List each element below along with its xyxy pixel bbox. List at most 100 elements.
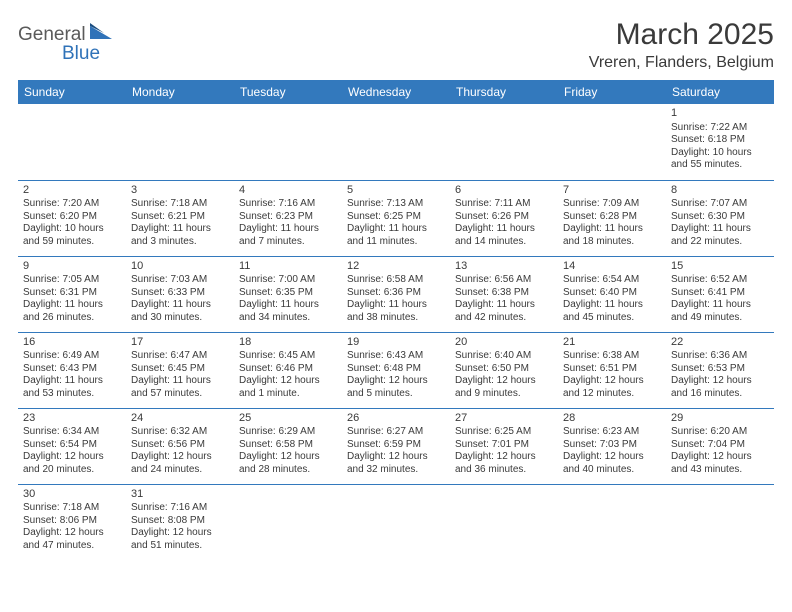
sunset-text: Sunset: 6:25 PM [347,211,445,224]
calendar-cell: 30Sunrise: 7:18 AMSunset: 8:06 PMDayligh… [18,484,126,560]
sunrise-text: Sunrise: 6:47 AM [131,350,229,363]
sunrise-text: Sunrise: 7:09 AM [563,198,661,211]
calendar-cell: 24Sunrise: 6:32 AMSunset: 6:56 PMDayligh… [126,408,234,484]
day-number: 21 [563,336,661,350]
sunrise-text: Sunrise: 7:16 AM [131,502,229,515]
daylight-text: Daylight: 12 hours and 40 minutes. [563,451,661,476]
calendar-cell: 6Sunrise: 7:11 AMSunset: 6:26 PMDaylight… [450,180,558,256]
weekday-tuesday: Tuesday [234,80,342,104]
sunset-text: Sunset: 6:21 PM [131,211,229,224]
daylight-text: Daylight: 12 hours and 43 minutes. [671,451,769,476]
daylight-text: Daylight: 12 hours and 16 minutes. [671,375,769,400]
daylight-text: Daylight: 11 hours and 34 minutes. [239,299,337,324]
day-number: 13 [455,260,553,274]
day-number: 19 [347,336,445,350]
calendar-cell: 22Sunrise: 6:36 AMSunset: 6:53 PMDayligh… [666,332,774,408]
calendar-cell: 26Sunrise: 6:27 AMSunset: 6:59 PMDayligh… [342,408,450,484]
calendar-cell: 5Sunrise: 7:13 AMSunset: 6:25 PMDaylight… [342,180,450,256]
sunrise-text: Sunrise: 6:54 AM [563,274,661,287]
calendar-cell: 20Sunrise: 6:40 AMSunset: 6:50 PMDayligh… [450,332,558,408]
calendar-cell: 16Sunrise: 6:49 AMSunset: 6:43 PMDayligh… [18,332,126,408]
calendar-row: 2Sunrise: 7:20 AMSunset: 6:20 PMDaylight… [18,180,774,256]
calendar-cell: 21Sunrise: 6:38 AMSunset: 6:51 PMDayligh… [558,332,666,408]
sunrise-text: Sunrise: 6:36 AM [671,350,769,363]
day-number: 31 [131,488,229,502]
daylight-text: Daylight: 11 hours and 18 minutes. [563,223,661,248]
day-number: 28 [563,412,661,426]
sunset-text: Sunset: 7:01 PM [455,439,553,452]
calendar-cell [18,104,126,180]
daylight-text: Daylight: 12 hours and 9 minutes. [455,375,553,400]
calendar-cell [126,104,234,180]
sunrise-text: Sunrise: 6:52 AM [671,274,769,287]
daylight-text: Daylight: 11 hours and 30 minutes. [131,299,229,324]
sunrise-text: Sunrise: 7:18 AM [131,198,229,211]
day-number: 30 [23,488,121,502]
sunrise-text: Sunrise: 6:29 AM [239,426,337,439]
weekday-wednesday: Wednesday [342,80,450,104]
sunrise-text: Sunrise: 6:20 AM [671,426,769,439]
weekday-monday: Monday [126,80,234,104]
calendar-row: 1Sunrise: 7:22 AMSunset: 6:18 PMDaylight… [18,104,774,180]
day-number: 16 [23,336,121,350]
calendar-cell: 18Sunrise: 6:45 AMSunset: 6:46 PMDayligh… [234,332,342,408]
weekday-header-row: Sunday Monday Tuesday Wednesday Thursday… [18,80,774,104]
daylight-text: Daylight: 12 hours and 28 minutes. [239,451,337,476]
calendar-cell: 25Sunrise: 6:29 AMSunset: 6:58 PMDayligh… [234,408,342,484]
day-number: 26 [347,412,445,426]
sunrise-text: Sunrise: 6:32 AM [131,426,229,439]
calendar-row: 9Sunrise: 7:05 AMSunset: 6:31 PMDaylight… [18,256,774,332]
day-number: 17 [131,336,229,350]
calendar-cell: 3Sunrise: 7:18 AMSunset: 6:21 PMDaylight… [126,180,234,256]
calendar-cell [234,484,342,560]
calendar-cell: 13Sunrise: 6:56 AMSunset: 6:38 PMDayligh… [450,256,558,332]
day-number: 7 [563,184,661,198]
daylight-text: Daylight: 12 hours and 32 minutes. [347,451,445,476]
sunrise-text: Sunrise: 6:34 AM [23,426,121,439]
calendar-cell: 23Sunrise: 6:34 AMSunset: 6:54 PMDayligh… [18,408,126,484]
sunrise-text: Sunrise: 7:00 AM [239,274,337,287]
sunrise-text: Sunrise: 7:20 AM [23,198,121,211]
calendar-cell [342,104,450,180]
day-number: 29 [671,412,769,426]
daylight-text: Daylight: 11 hours and 42 minutes. [455,299,553,324]
title-block: March 2025 Vreren, Flanders, Belgium [589,18,774,72]
calendar-cell: 17Sunrise: 6:47 AMSunset: 6:45 PMDayligh… [126,332,234,408]
daylight-text: Daylight: 12 hours and 1 minute. [239,375,337,400]
calendar-cell: 9Sunrise: 7:05 AMSunset: 6:31 PMDaylight… [18,256,126,332]
sunrise-text: Sunrise: 6:27 AM [347,426,445,439]
calendar-cell [558,484,666,560]
calendar-cell: 1Sunrise: 7:22 AMSunset: 6:18 PMDaylight… [666,104,774,180]
header: General March 2025 Vreren, Flanders, Bel… [18,18,774,72]
sunset-text: Sunset: 6:31 PM [23,287,121,300]
day-number: 15 [671,260,769,274]
weekday-saturday: Saturday [666,80,774,104]
calendar-cell [450,484,558,560]
day-number: 20 [455,336,553,350]
sunset-text: Sunset: 6:33 PM [131,287,229,300]
sunrise-text: Sunrise: 7:03 AM [131,274,229,287]
sunset-text: Sunset: 6:36 PM [347,287,445,300]
sunset-text: Sunset: 6:30 PM [671,211,769,224]
sunset-text: Sunset: 6:50 PM [455,363,553,376]
logo-blue-text-wrap: Blue [18,43,100,65]
calendar-cell: 28Sunrise: 6:23 AMSunset: 7:03 PMDayligh… [558,408,666,484]
calendar-cell: 15Sunrise: 6:52 AMSunset: 6:41 PMDayligh… [666,256,774,332]
sunset-text: Sunset: 6:18 PM [671,134,769,147]
daylight-text: Daylight: 11 hours and 11 minutes. [347,223,445,248]
day-number: 22 [671,336,769,350]
daylight-text: Daylight: 11 hours and 26 minutes. [23,299,121,324]
calendar-cell: 7Sunrise: 7:09 AMSunset: 6:28 PMDaylight… [558,180,666,256]
sunset-text: Sunset: 6:26 PM [455,211,553,224]
weekday-sunday: Sunday [18,80,126,104]
daylight-text: Daylight: 11 hours and 57 minutes. [131,375,229,400]
sunrise-text: Sunrise: 6:38 AM [563,350,661,363]
daylight-text: Daylight: 11 hours and 45 minutes. [563,299,661,324]
sunrise-text: Sunrise: 6:40 AM [455,350,553,363]
location: Vreren, Flanders, Belgium [589,54,774,72]
daylight-text: Daylight: 12 hours and 47 minutes. [23,527,121,552]
sunset-text: Sunset: 6:41 PM [671,287,769,300]
daylight-text: Daylight: 12 hours and 36 minutes. [455,451,553,476]
daylight-text: Daylight: 11 hours and 22 minutes. [671,223,769,248]
sunset-text: Sunset: 6:45 PM [131,363,229,376]
